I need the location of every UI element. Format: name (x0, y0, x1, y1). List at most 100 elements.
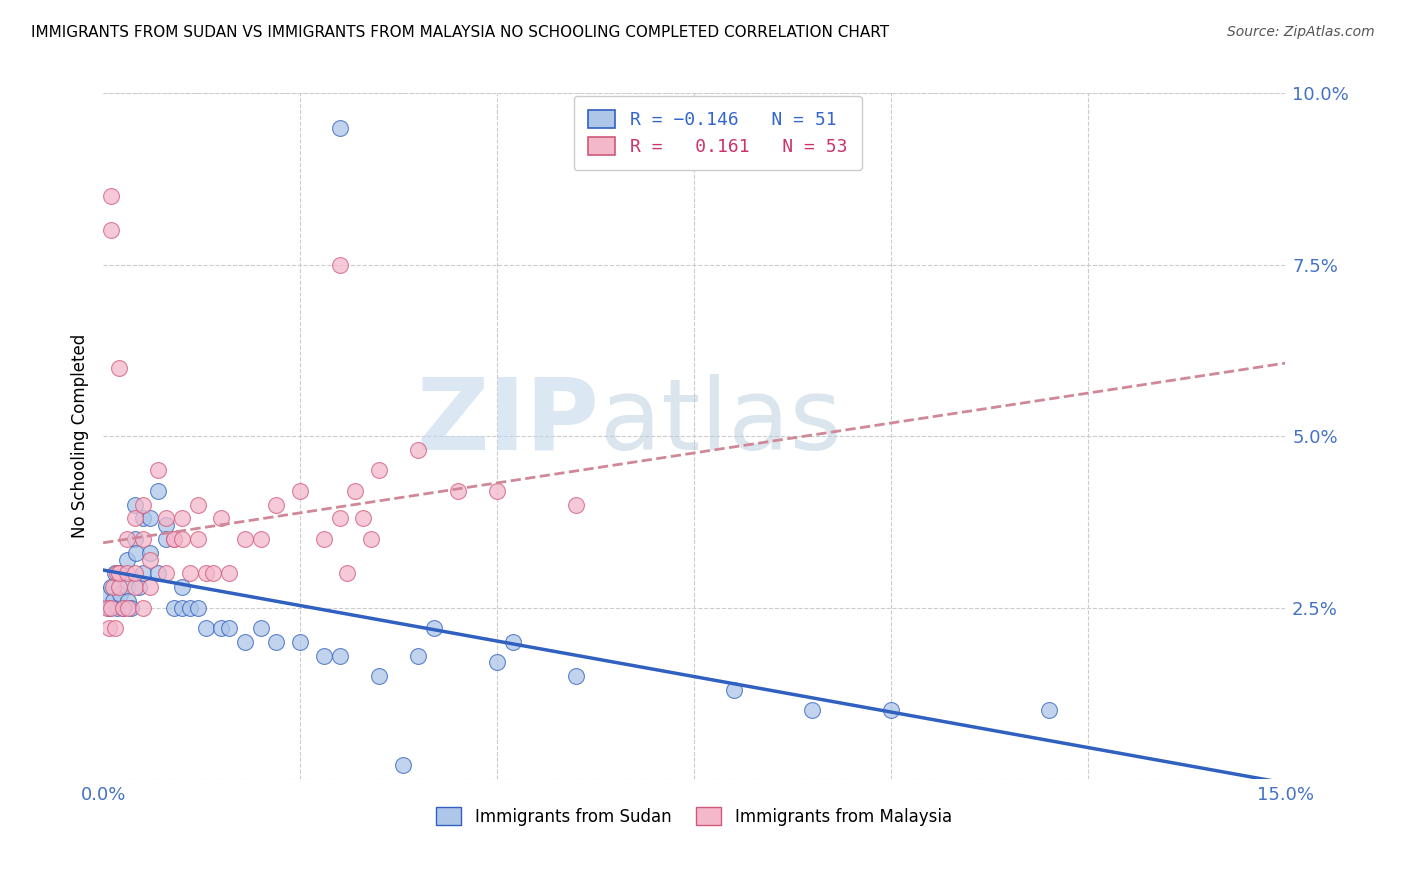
Point (108, 360, 131, 375)
Point (723, 682, 745, 697)
Point (391, 758, 413, 772)
Point (148, 463, 170, 477)
Point (101, 580, 124, 594)
Point (124, 580, 146, 594)
Point (96, 587, 118, 601)
Text: IMMIGRANTS FROM SUDAN VS IMMIGRANTS FROM MALAYSIA NO SCHOOLING COMPLETED CORRELA: IMMIGRANTS FROM SUDAN VS IMMIGRANTS FROM… (31, 25, 889, 40)
Point (179, 566, 201, 581)
Point (170, 511, 193, 525)
Point (218, 621, 240, 635)
Y-axis label: No Schooling Completed: No Schooling Completed (72, 334, 89, 538)
Point (101, 593, 124, 607)
Point (249, 532, 271, 546)
Point (98, 621, 121, 635)
Point (148, 483, 170, 498)
Point (368, 669, 391, 683)
Text: Source: ZipAtlas.com: Source: ZipAtlas.com (1227, 25, 1375, 39)
Point (486, 483, 509, 498)
Point (131, 498, 153, 512)
Point (249, 621, 271, 635)
Point (115, 552, 138, 566)
Point (100, 580, 122, 594)
Point (447, 483, 470, 498)
Point (1038, 703, 1060, 717)
Point (117, 600, 139, 615)
Point (98, 600, 121, 615)
Point (131, 532, 153, 546)
Point (111, 600, 134, 615)
Point (139, 546, 162, 560)
Point (155, 518, 177, 533)
Point (187, 498, 209, 512)
Point (360, 532, 382, 546)
Point (117, 593, 139, 607)
Point (266, 635, 288, 649)
Point (801, 703, 824, 717)
Point (111, 600, 134, 615)
Point (105, 566, 128, 581)
Point (108, 580, 131, 594)
Point (312, 648, 335, 663)
Point (194, 621, 217, 635)
Point (233, 532, 256, 546)
Point (100, 189, 122, 203)
Point (565, 669, 588, 683)
Point (139, 511, 162, 525)
Point (170, 600, 193, 615)
Point (565, 498, 588, 512)
Point (115, 566, 138, 581)
Point (100, 223, 122, 237)
Point (108, 566, 131, 581)
Point (179, 600, 201, 615)
Point (328, 120, 350, 135)
Point (187, 600, 209, 615)
Point (131, 600, 153, 615)
Point (328, 511, 350, 525)
Point (194, 566, 217, 581)
Point (486, 656, 509, 670)
Point (105, 600, 128, 615)
Point (104, 566, 127, 581)
Text: atlas: atlas (599, 374, 841, 471)
Point (233, 635, 256, 649)
Point (155, 566, 177, 581)
Point (139, 580, 162, 594)
Point (128, 580, 150, 594)
Point (502, 635, 524, 649)
Point (423, 621, 446, 635)
Point (115, 580, 138, 594)
Point (187, 532, 209, 546)
Point (218, 566, 240, 581)
Point (139, 552, 162, 566)
Point (96, 600, 118, 615)
Point (124, 511, 146, 525)
Point (312, 532, 335, 546)
Point (108, 566, 131, 581)
Point (110, 587, 132, 601)
Point (368, 463, 391, 477)
Point (115, 532, 138, 546)
Point (148, 566, 170, 581)
Point (124, 498, 146, 512)
Point (163, 532, 186, 546)
Point (266, 498, 288, 512)
Text: ZIP: ZIP (416, 374, 599, 471)
Legend: Immigrants from Sudan, Immigrants from Malaysia: Immigrants from Sudan, Immigrants from M… (430, 801, 959, 832)
Point (124, 532, 146, 546)
Point (155, 511, 177, 525)
Point (408, 442, 430, 457)
Point (125, 546, 148, 560)
Point (288, 635, 311, 649)
Point (163, 600, 186, 615)
Point (288, 483, 311, 498)
Point (328, 648, 350, 663)
Point (155, 532, 177, 546)
Point (336, 566, 359, 581)
Point (163, 532, 186, 546)
Point (209, 621, 232, 635)
Point (131, 566, 153, 581)
Point (344, 483, 367, 498)
Point (880, 703, 903, 717)
Point (328, 258, 350, 272)
Point (170, 580, 193, 594)
